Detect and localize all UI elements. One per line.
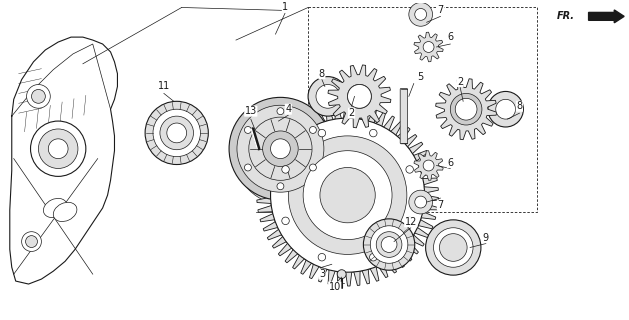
- Circle shape: [423, 42, 434, 52]
- Ellipse shape: [43, 198, 67, 218]
- Text: 7: 7: [437, 200, 443, 210]
- FancyBboxPatch shape: [400, 88, 408, 144]
- Text: 5: 5: [418, 72, 424, 82]
- Circle shape: [263, 131, 298, 166]
- Circle shape: [370, 226, 408, 263]
- Circle shape: [229, 97, 331, 200]
- Circle shape: [316, 84, 340, 108]
- Circle shape: [26, 236, 38, 247]
- Polygon shape: [328, 65, 391, 128]
- Circle shape: [381, 236, 397, 252]
- Text: 1: 1: [282, 3, 289, 12]
- Polygon shape: [257, 104, 438, 286]
- Text: 9: 9: [483, 233, 489, 243]
- Text: 8: 8: [319, 69, 325, 79]
- Circle shape: [347, 84, 371, 108]
- Circle shape: [455, 98, 477, 120]
- Circle shape: [249, 117, 312, 180]
- Text: 10: 10: [328, 282, 341, 292]
- Circle shape: [303, 151, 392, 240]
- Circle shape: [160, 116, 194, 150]
- Polygon shape: [414, 32, 443, 62]
- Circle shape: [423, 160, 434, 171]
- Circle shape: [31, 90, 45, 103]
- Circle shape: [370, 129, 377, 137]
- Text: 6: 6: [447, 157, 454, 168]
- Circle shape: [415, 196, 426, 208]
- Circle shape: [348, 84, 371, 108]
- Circle shape: [318, 129, 326, 137]
- Circle shape: [48, 139, 68, 159]
- Circle shape: [38, 129, 78, 168]
- Circle shape: [406, 166, 413, 173]
- FancyArrow shape: [589, 10, 624, 23]
- Text: 6: 6: [447, 32, 454, 42]
- Text: 4: 4: [286, 104, 291, 114]
- Circle shape: [245, 164, 252, 171]
- Circle shape: [145, 101, 208, 164]
- Circle shape: [426, 220, 481, 275]
- Circle shape: [153, 109, 201, 156]
- Circle shape: [31, 121, 86, 176]
- Text: 2: 2: [348, 108, 355, 118]
- Circle shape: [320, 167, 376, 223]
- Circle shape: [21, 232, 42, 252]
- Circle shape: [318, 253, 326, 261]
- Polygon shape: [414, 151, 443, 180]
- Circle shape: [337, 270, 346, 279]
- Circle shape: [167, 123, 187, 143]
- Circle shape: [370, 253, 377, 261]
- Circle shape: [237, 105, 324, 192]
- Circle shape: [245, 126, 252, 133]
- Text: 3: 3: [319, 269, 325, 279]
- Text: 12: 12: [404, 217, 417, 227]
- Text: 11: 11: [158, 82, 170, 92]
- Text: 7: 7: [437, 5, 443, 15]
- Circle shape: [308, 76, 348, 116]
- Circle shape: [450, 93, 482, 125]
- Circle shape: [409, 3, 433, 26]
- Circle shape: [406, 217, 413, 225]
- Text: 2: 2: [457, 76, 464, 86]
- Circle shape: [282, 166, 289, 173]
- Circle shape: [496, 99, 516, 119]
- Circle shape: [277, 108, 284, 115]
- Circle shape: [415, 8, 426, 20]
- Circle shape: [364, 219, 415, 270]
- Polygon shape: [436, 79, 496, 140]
- Circle shape: [454, 97, 478, 121]
- Circle shape: [282, 217, 289, 225]
- Circle shape: [440, 234, 467, 261]
- Circle shape: [309, 126, 316, 133]
- Circle shape: [26, 84, 50, 108]
- Text: 8: 8: [516, 101, 523, 111]
- Circle shape: [277, 183, 284, 190]
- Text: FR.: FR.: [557, 12, 575, 21]
- Circle shape: [409, 190, 433, 214]
- Circle shape: [376, 232, 402, 257]
- Text: 13: 13: [245, 106, 257, 116]
- Circle shape: [309, 164, 316, 171]
- Circle shape: [234, 102, 337, 205]
- Circle shape: [288, 136, 407, 254]
- Ellipse shape: [53, 202, 77, 221]
- Circle shape: [270, 139, 291, 159]
- Circle shape: [488, 92, 523, 127]
- Circle shape: [433, 228, 473, 267]
- Circle shape: [270, 118, 425, 272]
